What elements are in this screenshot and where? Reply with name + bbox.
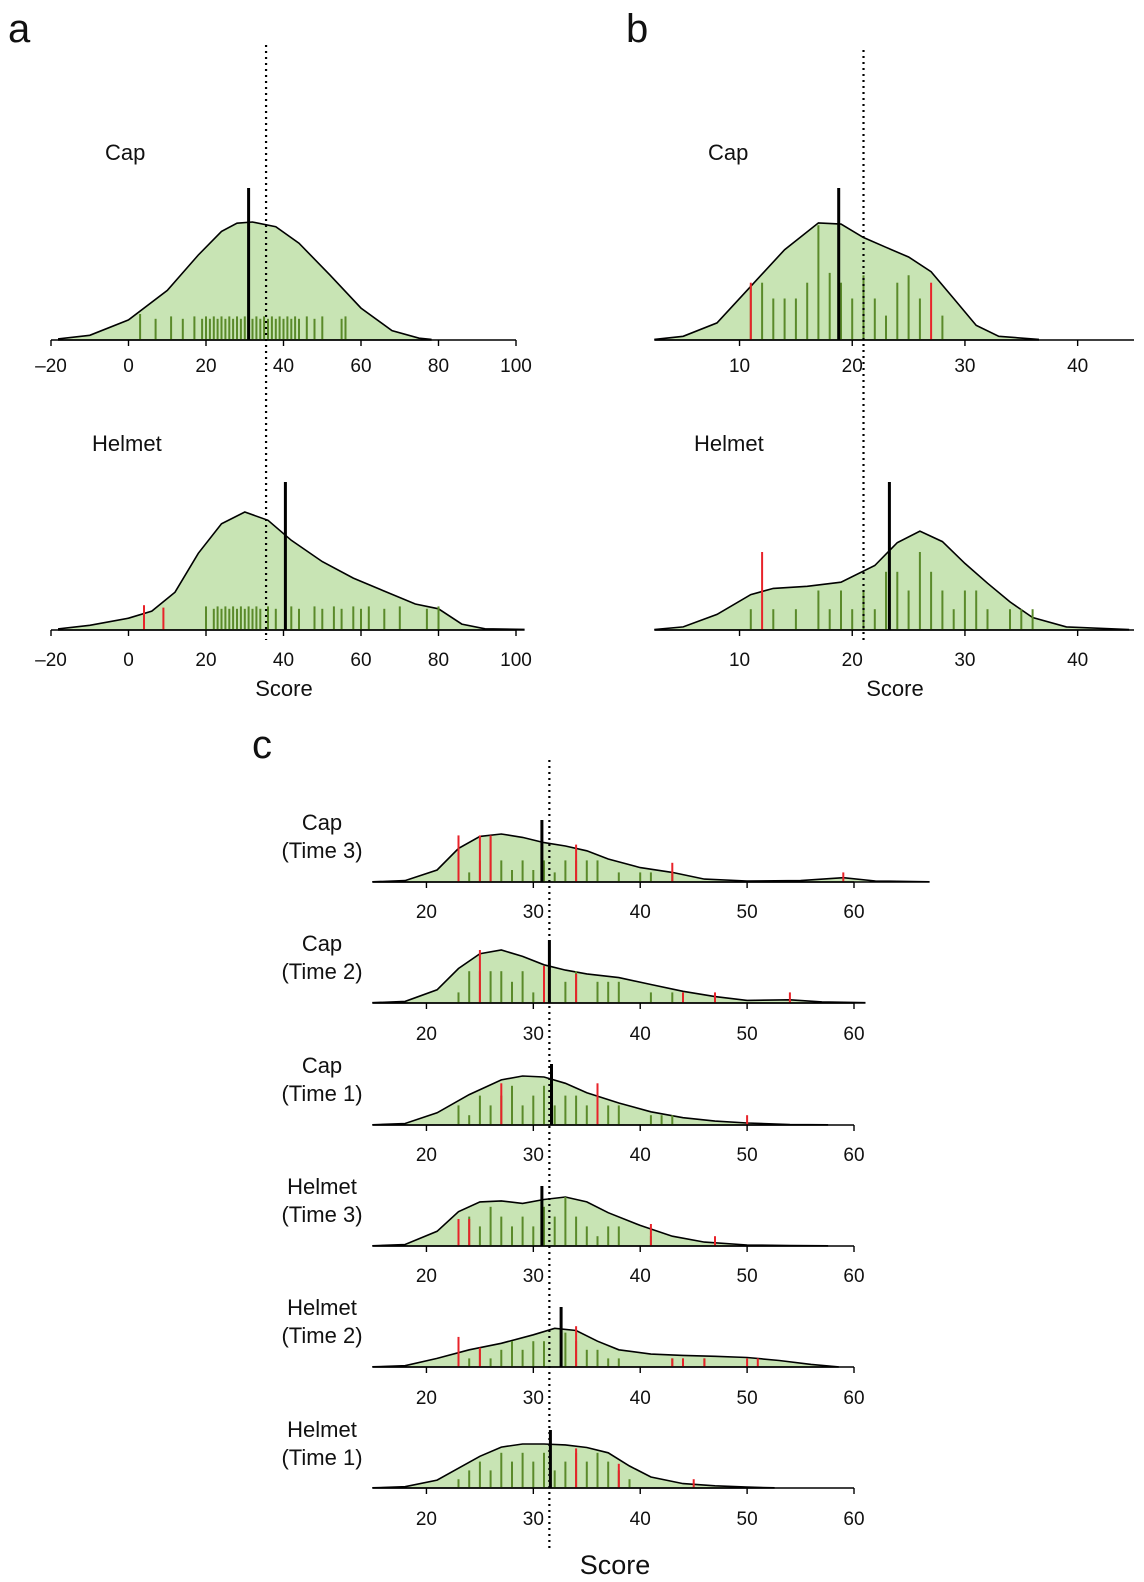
group-label: Helmet [694,431,764,456]
x-tick-label: 60 [843,902,864,923]
density-curve [372,1075,829,1126]
x-tick-label: 40 [630,1024,651,1045]
x-tick-label: 0 [123,356,134,377]
x-tick-label: 100 [500,356,532,377]
x-tick-label: 30 [954,650,975,671]
panel-a-helmet: –20 0 20 40 60 80 100 Helmet [35,431,532,671]
x-tick-label: 60 [350,650,371,671]
panel-c-helmet-time3: 20 30 40 50 60 Helmet (Time 3) [281,1174,864,1287]
panel-b-cap: 10 20 30 40 Cap [654,140,1134,377]
x-tick-label: 60 [843,1024,864,1045]
x-tick-label: 60 [843,1388,864,1409]
panel-c-x-axis-title: Score [580,1550,651,1580]
panel-letter-b: b [626,7,648,51]
density-curve [372,1327,839,1368]
panel-a-x-axis-title: Score [255,676,312,701]
group-label: Helmet (Time 3) [281,1174,362,1227]
x-tick-label: 40 [630,1388,651,1409]
x-tick-label: 50 [737,1266,758,1287]
x-tick-label: 40 [1067,650,1088,671]
group-label: Cap [105,140,145,165]
x-tick-label: –20 [35,356,67,377]
reference-lines [264,45,865,1548]
panel-b-helmet: 10 20 30 40 Helmet [654,431,1134,671]
x-tick-label: 40 [630,902,651,923]
x-tick-label: 20 [416,1024,437,1045]
x-tick-label: 60 [350,356,371,377]
x-tick-label: 20 [842,356,863,377]
group-label: Cap [708,140,748,165]
group-label: Cap (Time 2) [281,931,362,984]
x-tick-label: 30 [523,1388,544,1409]
x-tick-label: 60 [843,1145,864,1166]
panel-c-helmet-time2: 20 30 40 50 60 Helmet (Time 2) [281,1295,864,1409]
group-label: Cap (Time 3) [281,810,362,863]
x-tick-label: 40 [273,356,294,377]
x-tick-label: 30 [523,1509,544,1530]
x-tick-label: 20 [842,650,863,671]
x-tick-label: 60 [843,1509,864,1530]
panel-c-cap-time2: 20 30 40 50 60 Cap (Time 2) [281,931,866,1045]
density-curve [58,511,525,631]
x-tick-label: –20 [35,650,67,671]
x-tick-label: 100 [500,650,532,671]
panel-letter-a: a [8,7,31,51]
x-tick-label: 30 [523,1024,544,1045]
x-tick-label: 0 [123,650,134,671]
x-tick-label: 10 [729,650,750,671]
x-tick-label: 40 [273,650,294,671]
panel-c-helmet-time1: 20 30 40 50 60 Helmet (Time 1) [281,1417,864,1530]
x-tick-label: 40 [1067,356,1088,377]
x-tick-label: 20 [416,902,437,923]
density-curve [372,1443,775,1489]
x-tick-label: 80 [428,650,449,671]
x-tick-label: 30 [523,902,544,923]
group-label: Helmet [92,431,162,456]
x-tick-label: 30 [954,356,975,377]
x-tick-label: 50 [737,1145,758,1166]
x-tick-label: 50 [737,1388,758,1409]
density-curve [372,949,866,1004]
x-tick-label: 20 [195,650,216,671]
x-tick-label: 30 [523,1145,544,1166]
x-tick-label: 20 [416,1266,437,1287]
x-tick-label: 20 [416,1145,437,1166]
panel-letter-c: c [252,723,272,767]
x-tick-label: 30 [523,1266,544,1287]
x-tick-label: 40 [630,1145,651,1166]
density-curve [654,222,1039,341]
group-label: Helmet (Time 2) [281,1295,362,1348]
x-tick-label: 20 [416,1509,437,1530]
density-curve [372,1196,829,1247]
density-curve [654,530,1130,631]
density-curve [58,221,432,341]
panel-b-x-axis-title: Score [866,676,923,701]
x-tick-label: 40 [630,1509,651,1530]
x-tick-label: 60 [843,1266,864,1287]
x-tick-label: 50 [737,1509,758,1530]
x-tick-label: 20 [416,1388,437,1409]
x-tick-label: 40 [630,1266,651,1287]
group-label: Helmet (Time 1) [281,1417,362,1470]
x-tick-label: 50 [737,902,758,923]
panel-c-cap-time3: 20 30 40 50 60 Cap (Time 3) [281,810,930,923]
x-tick-label: 20 [195,356,216,377]
panel-c-cap-time1: 20 30 40 50 60 Cap (Time 1) [281,1053,864,1166]
x-tick-label: 10 [729,356,750,377]
x-tick-label: 50 [737,1024,758,1045]
group-label: Cap (Time 1) [281,1053,362,1106]
x-tick-label: 80 [428,356,449,377]
panel-a-cap: –20 0 20 40 60 80 100 Cap [35,140,532,377]
